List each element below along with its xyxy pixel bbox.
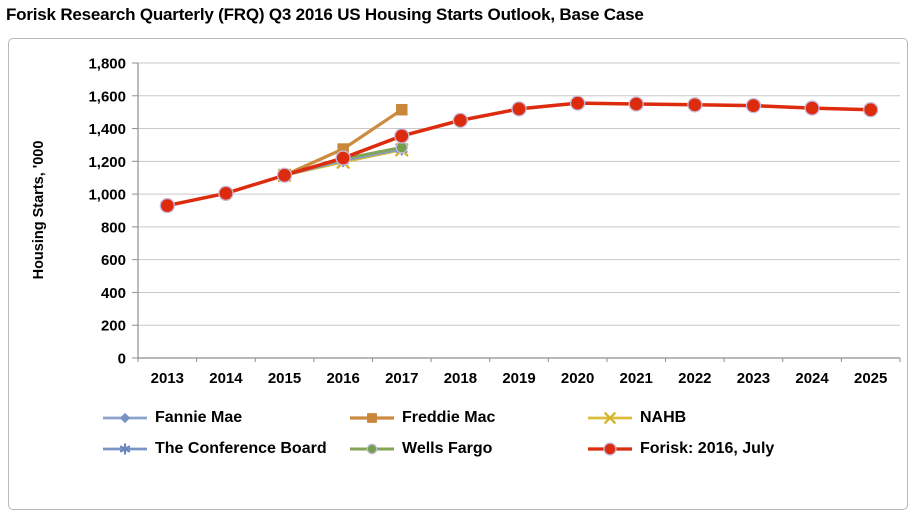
x-tick-label: 2017 xyxy=(385,370,418,387)
chart-title: Forisk Research Quarterly (FRQ) Q3 2016 … xyxy=(6,5,644,24)
x-tick-label: 2016 xyxy=(326,370,359,387)
x-tick-label: 2019 xyxy=(502,370,535,387)
forisk-2016-july-legend-marker-icon xyxy=(588,442,632,456)
legend-item-forisk-2016-july: Forisk: 2016, July xyxy=(586,440,907,458)
x-tick-label: 2013 xyxy=(151,370,184,387)
y-tick-label: 1,400 xyxy=(88,121,126,138)
legend-item-nahb: NAHB xyxy=(586,409,907,427)
y-tick-label: 1,000 xyxy=(88,187,126,204)
legend-label: Forisk: 2016, July xyxy=(640,440,775,457)
y-tick-label: 600 xyxy=(101,252,126,269)
gridlines xyxy=(138,62,900,326)
legend-label: NAHB xyxy=(640,409,687,426)
x-tick-label: 2023 xyxy=(737,370,770,387)
y-tick-label: 400 xyxy=(101,285,126,302)
nahb-legend-marker-icon xyxy=(588,412,632,424)
x-tick-label: 2014 xyxy=(209,370,243,387)
freddie-mac-legend-marker-icon xyxy=(350,413,394,423)
y-tick-label: 800 xyxy=(101,219,126,236)
y-tick-label: 200 xyxy=(101,318,126,335)
fannie-mae-legend-marker-icon xyxy=(103,412,147,424)
x-tick-label: 2022 xyxy=(678,370,711,387)
chart-svg: 0 200 400 600 800 1,000 1,200 1,400 1,600 1,800 20… xyxy=(31,56,901,387)
legend-label: The Conference Board xyxy=(155,440,327,457)
y-tick-label: 0 xyxy=(118,351,126,368)
y-tick-label: 1,800 xyxy=(88,56,126,73)
y-tick-label: 1,200 xyxy=(88,154,126,171)
legend-label: Freddie Mac xyxy=(402,409,496,426)
x-tick-label: 2018 xyxy=(444,370,477,387)
x-tick-label: 2024 xyxy=(795,370,829,387)
legend-row: Fannie Mae Freddie Mac NAHB xyxy=(101,409,907,427)
x-tick-label: 2020 xyxy=(561,370,594,387)
legend-item-wells-fargo: Wells Fargo xyxy=(348,440,586,458)
x-tick-label: 2025 xyxy=(854,370,887,387)
legend-label: Wells Fargo xyxy=(402,440,493,457)
legend-item-freddie-mac: Freddie Mac xyxy=(348,409,586,427)
axes: 0 200 400 600 800 1,000 1,200 1,400 1,600 1,800 20… xyxy=(88,56,901,387)
chart-frame: 0 200 400 600 800 1,000 1,200 1,400 1,600 1,800 20… xyxy=(8,38,908,510)
legend-label: Fannie Mae xyxy=(155,409,243,426)
legend-item-fannie-mae: Fannie Mae xyxy=(101,409,348,427)
y-axis-title: Housing Starts, '000 xyxy=(31,141,47,280)
x-tick-label: 2015 xyxy=(268,370,301,387)
legend-item-the-conference-board: The Conference Board xyxy=(101,440,348,458)
legend: Fannie Mae Freddie Mac NAHB The Conference … xyxy=(9,409,907,458)
the-conference-board-legend-marker-icon xyxy=(103,443,147,455)
x-tick-label: 2021 xyxy=(620,370,653,387)
y-tick-label: 1,600 xyxy=(88,88,126,105)
series-forisk-2016-july xyxy=(159,95,879,214)
legend-row: The Conference Board Wells Fargo Forisk: 2… xyxy=(101,440,907,458)
wells-fargo-legend-marker-icon xyxy=(350,443,394,455)
